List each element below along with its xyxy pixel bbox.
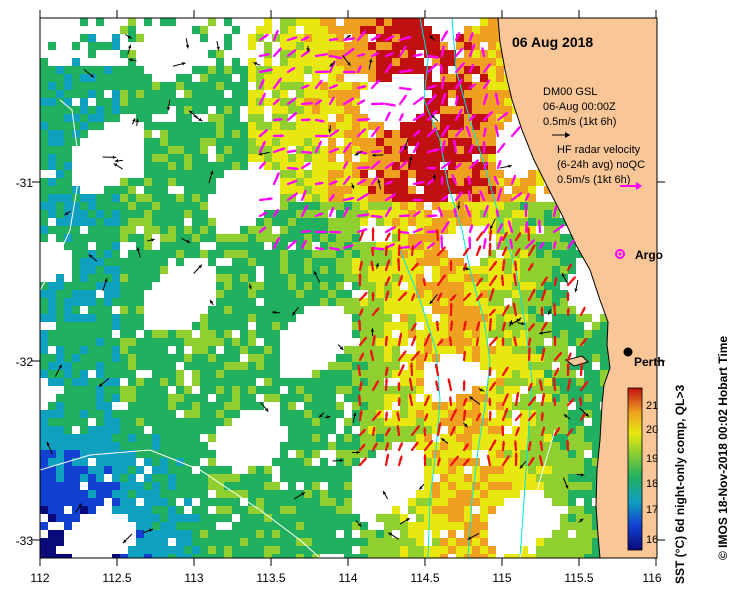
- argo-label: Argo: [635, 248, 663, 262]
- isobath-contour: [399, 249, 441, 558]
- colorbar: [627, 387, 643, 551]
- colorbar-tick: 17: [646, 504, 658, 516]
- perth-marker: [623, 347, 633, 357]
- y-tick-label: -32: [16, 355, 34, 369]
- x-tick-label: 113: [184, 571, 203, 585]
- x-tick-label: 115.5: [564, 571, 593, 585]
- radar-scale-arrow: [620, 182, 642, 190]
- y-tick-label: -33: [16, 534, 34, 548]
- sst-field: [40, 18, 616, 558]
- radar-legend-line: 0.5m/s (1kt 6h): [557, 174, 630, 186]
- colorbar-tick: 21: [646, 400, 658, 412]
- axis-ticks: [32, 10, 665, 566]
- perth-label: Perth: [634, 355, 665, 369]
- colorbar-label: SST (°C) 6d night-only comp, QL>3: [673, 385, 687, 584]
- glider-legend-line: 06-Aug 00:00Z: [543, 101, 616, 113]
- map-date-title: 06 Aug 2018: [512, 34, 593, 50]
- colorbar-tick: 20: [646, 424, 658, 436]
- colorbar-tick: 18: [646, 478, 658, 490]
- depth-contour: [40, 99, 81, 291]
- colorbar-tick: 16: [646, 534, 658, 546]
- depth-contour: [519, 429, 556, 558]
- x-tick-label: 112.5: [102, 571, 131, 585]
- x-tick-label: 112: [30, 571, 49, 585]
- isobath-contour: [419, 18, 491, 558]
- x-tick-label: 113.5: [256, 571, 285, 585]
- depth-contour: [40, 449, 321, 558]
- glider-legend-line: 0.5m/s (1kt 6h): [543, 116, 616, 128]
- glider-legend-line: DM00 GSL: [543, 86, 597, 98]
- radar-legend-line: HF radar velocity: [557, 144, 641, 156]
- x-tick-label: 116: [642, 571, 661, 585]
- argo-marker: [615, 249, 625, 259]
- x-tick-label: 115: [492, 571, 511, 585]
- plot-area: [40, 18, 657, 558]
- x-tick-label: 114.5: [410, 571, 439, 585]
- y-tick-label: -31: [16, 176, 34, 190]
- colorbar-tick: 19: [646, 453, 658, 465]
- coastline-land: [497, 18, 657, 558]
- current-vectors: [46, 29, 590, 544]
- radar-legend-line: (6-24h avg) noQC: [557, 159, 645, 171]
- glider-scale-arrow: [552, 132, 570, 138]
- credit-text: © IMOS 18-Nov-2018 00:02 Hobart Time: [716, 336, 730, 560]
- x-tick-label: 114: [338, 571, 357, 585]
